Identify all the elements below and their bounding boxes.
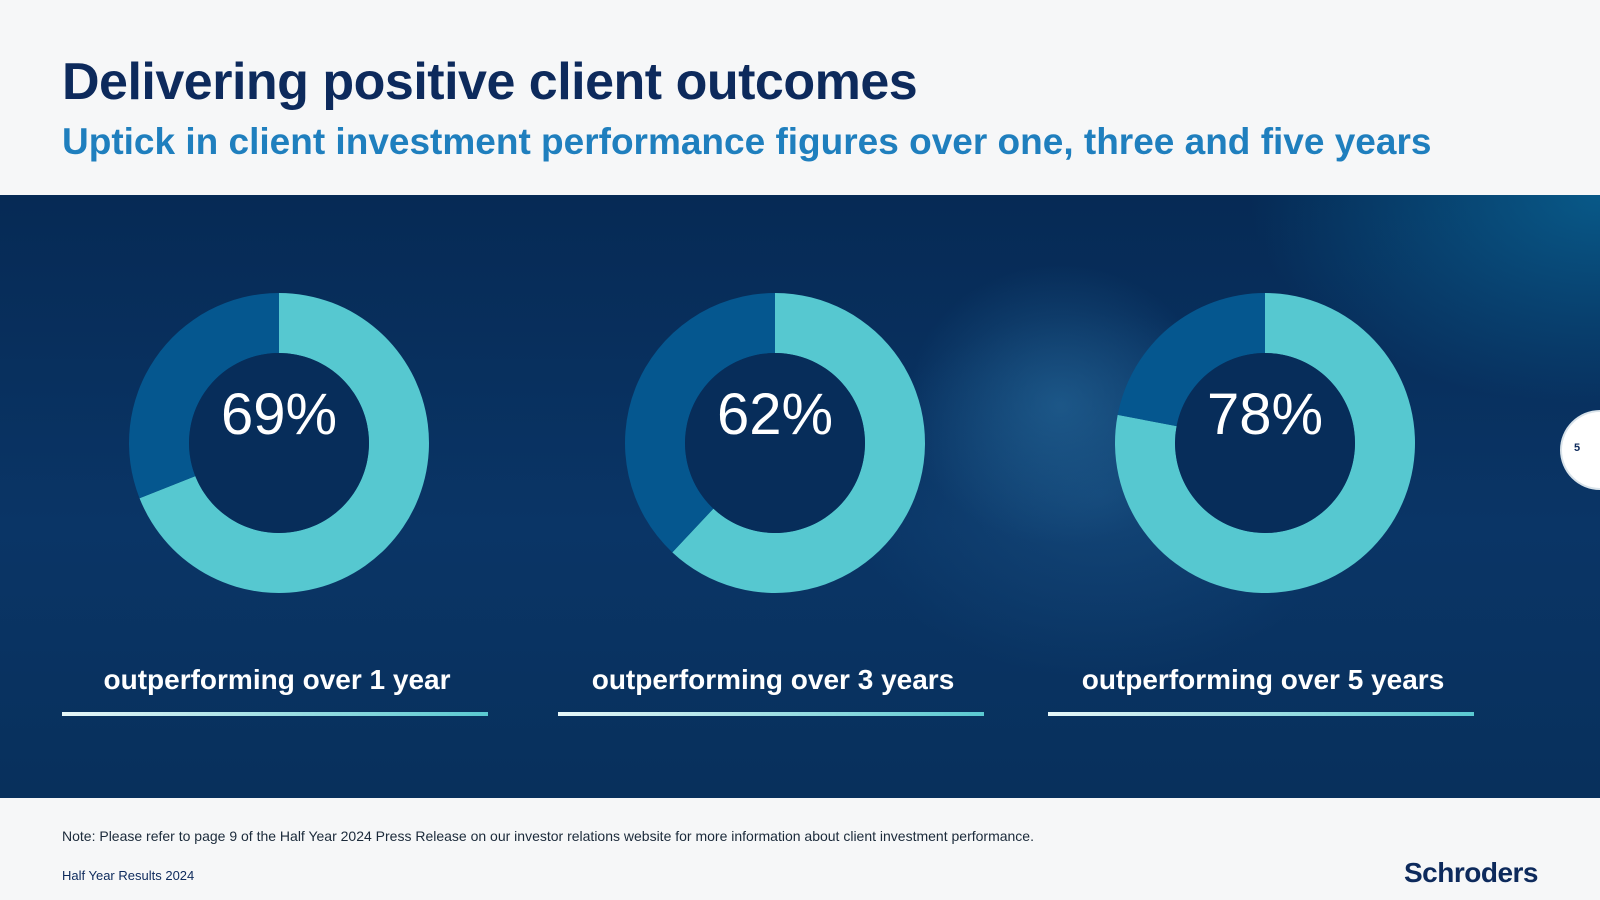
label-underline [62, 712, 488, 716]
outperforming-slice [139, 293, 430, 593]
percent-value: 78% [1206, 382, 1324, 447]
slide-subtitle: Uptick in client investment performance … [62, 121, 1432, 162]
stat-3-years: 62% outperforming over 3 years [558, 195, 988, 798]
remainder-slice [1117, 293, 1265, 427]
percent-value: 69% [220, 382, 338, 447]
footnote: Note: Please refer to page 9 of the Half… [62, 828, 1034, 844]
donut-chart-1-year [128, 293, 430, 593]
label-underline [1048, 712, 1474, 716]
stat-5-years: 78% outperforming over 5 years [1048, 195, 1478, 798]
donut-chart-5-years [1115, 293, 1415, 593]
schroders-logo: Schroders [1404, 857, 1539, 888]
stat-1-year: 69% outperforming over 1 year [62, 195, 492, 798]
remainder-slice [128, 293, 279, 499]
footer-report-name: Half Year Results 2024 [62, 868, 195, 883]
stats-panel: 69% outperforming over 1 year 62% outper… [0, 195, 1600, 798]
percent-value: 62% [716, 382, 834, 447]
donut-hole [189, 353, 369, 533]
donut-hole [1175, 353, 1355, 533]
donut-hole [685, 353, 865, 533]
remainder-slice [624, 293, 775, 553]
label-underline [558, 712, 984, 716]
stat-label: outperforming over 3 years [591, 664, 955, 695]
stat-label: outperforming over 5 years [1081, 664, 1445, 695]
stat-label: outperforming over 1 year [103, 664, 451, 695]
slide-header: Delivering positive client outcomes Upti… [62, 50, 1512, 166]
slide-title: Delivering positive client outcomes [62, 53, 918, 111]
donut-chart-3-years [624, 293, 925, 593]
outperforming-slice [672, 293, 925, 593]
page-number: 5 [1573, 442, 1581, 454]
outperforming-slice [1115, 293, 1415, 593]
